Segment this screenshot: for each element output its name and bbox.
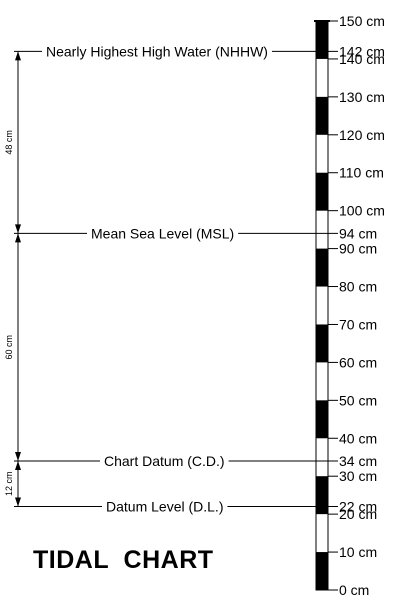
level-name: Mean Sea Level (MSL): [91, 225, 234, 241]
arrow-up: [15, 51, 21, 61]
scale-label: 80 cm: [339, 279, 377, 295]
scale-label: 30 cm: [339, 468, 377, 484]
arrow-down: [15, 497, 21, 507]
staff-black-block: [316, 324, 328, 363]
interval-label: 48 cm: [4, 130, 14, 155]
level-value-label: 142 cm: [339, 43, 385, 59]
scale-label: 50 cm: [339, 392, 377, 408]
dimension-lines: 48 cm 60 cm 12 cm: [4, 51, 21, 507]
scale-label: 100 cm: [339, 203, 385, 219]
staff-black-block: [316, 96, 328, 135]
scale-label: 20 cm: [339, 506, 377, 522]
scale-label: 90 cm: [339, 241, 377, 257]
scale-label: 140 cm: [339, 51, 385, 67]
level-name: Nearly Highest High Water (NHHW): [46, 43, 268, 59]
reference-levels: Nearly Highest High Water (NHHW) 142 cm Me…: [14, 43, 385, 515]
scale-label: 60 cm: [339, 354, 377, 370]
level-line-142: Nearly Highest High Water (NHHW) 142 cm: [14, 43, 385, 59]
arrow-down: [15, 224, 21, 234]
staff-black-block: [316, 476, 328, 515]
scale-label: 120 cm: [339, 127, 385, 143]
staff-black-block: [316, 21, 328, 59]
scale-label: 110 cm: [339, 165, 384, 181]
arrow-up: [15, 233, 21, 243]
scale-label: 150 cm: [339, 13, 385, 29]
staff-scale: 0 cm 10 cm 20 cm 30 cm 40 cm 50 cm 60 cm 70 cm 8…: [328, 13, 385, 598]
scale-label: 70 cm: [339, 316, 377, 332]
staff-black-block: [316, 552, 328, 590]
staff-black-block: [316, 172, 328, 211]
staff-black-block: [316, 248, 328, 287]
level-name: Datum Level (D.L.): [106, 499, 223, 515]
level-line-94: Mean Sea Level (MSL) 94 cm: [14, 225, 377, 241]
chart-title: TIDAL CHART: [33, 546, 214, 574]
level-name: Chart Datum (C.D.): [104, 453, 225, 469]
scale-label: 130 cm: [339, 89, 385, 105]
interval-label: 12 cm: [4, 472, 14, 497]
level-value-label: 22 cm: [339, 499, 377, 515]
scale-label: 10 cm: [339, 544, 377, 560]
staff-top-cap: [314, 20, 330, 22]
level-line-34: Chart Datum (C.D.) 34 cm: [14, 453, 377, 469]
arrow-up: [15, 461, 21, 471]
level-value-label: 94 cm: [339, 225, 377, 241]
scale-label: 40 cm: [339, 430, 377, 446]
level-line-22: Datum Level (D.L.) 22 cm: [14, 499, 377, 515]
staff-black-block: [316, 400, 328, 439]
interval-label: 60 cm: [4, 335, 14, 360]
tide-staff: [314, 20, 330, 591]
arrow-down: [15, 452, 21, 462]
scale-label: 0 cm: [339, 582, 369, 598]
level-value-label: 34 cm: [339, 453, 377, 469]
